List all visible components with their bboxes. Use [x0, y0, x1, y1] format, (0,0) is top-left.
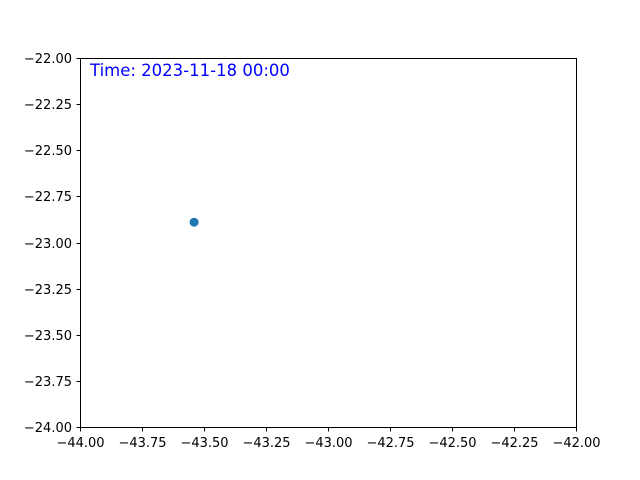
y-tick-label: −24.00 — [24, 421, 72, 436]
x-tick-label: −43.00 — [304, 436, 352, 451]
y-tick-label: −23.75 — [24, 375, 72, 390]
x-tick-label: −42.75 — [366, 436, 414, 451]
x-tick-label: −42.50 — [428, 436, 476, 451]
y-tick-label: −22.25 — [24, 98, 72, 113]
y-axis: −22.00 −22.25 −22.50 −22.75 −23.00 −23.25 −23.… — [24, 52, 81, 436]
scatter-point — [189, 217, 199, 227]
y-tick-label: −22.00 — [24, 52, 72, 67]
x-tick-label: −42.00 — [552, 436, 600, 451]
x-tick-label: −43.25 — [242, 436, 290, 451]
x-tick-label: −44.00 — [56, 436, 104, 451]
x-tick-label: −43.50 — [180, 436, 228, 451]
y-tick-label: −23.25 — [24, 283, 72, 298]
time-annotation: Time: 2023-11-18 00:00 — [89, 61, 290, 80]
y-tick-label: −23.00 — [24, 237, 72, 252]
y-tick-label: −22.75 — [24, 190, 72, 205]
x-tick-label: −42.25 — [490, 436, 538, 451]
scatter-points — [189, 217, 199, 227]
y-tick-label: −22.50 — [24, 144, 72, 159]
x-tick-label: −43.75 — [118, 436, 166, 451]
x-axis: −44.00 −43.75 −43.50 −43.25 −43.00 −42.75 −42.… — [56, 427, 601, 451]
y-tick-label: −23.50 — [24, 329, 72, 344]
